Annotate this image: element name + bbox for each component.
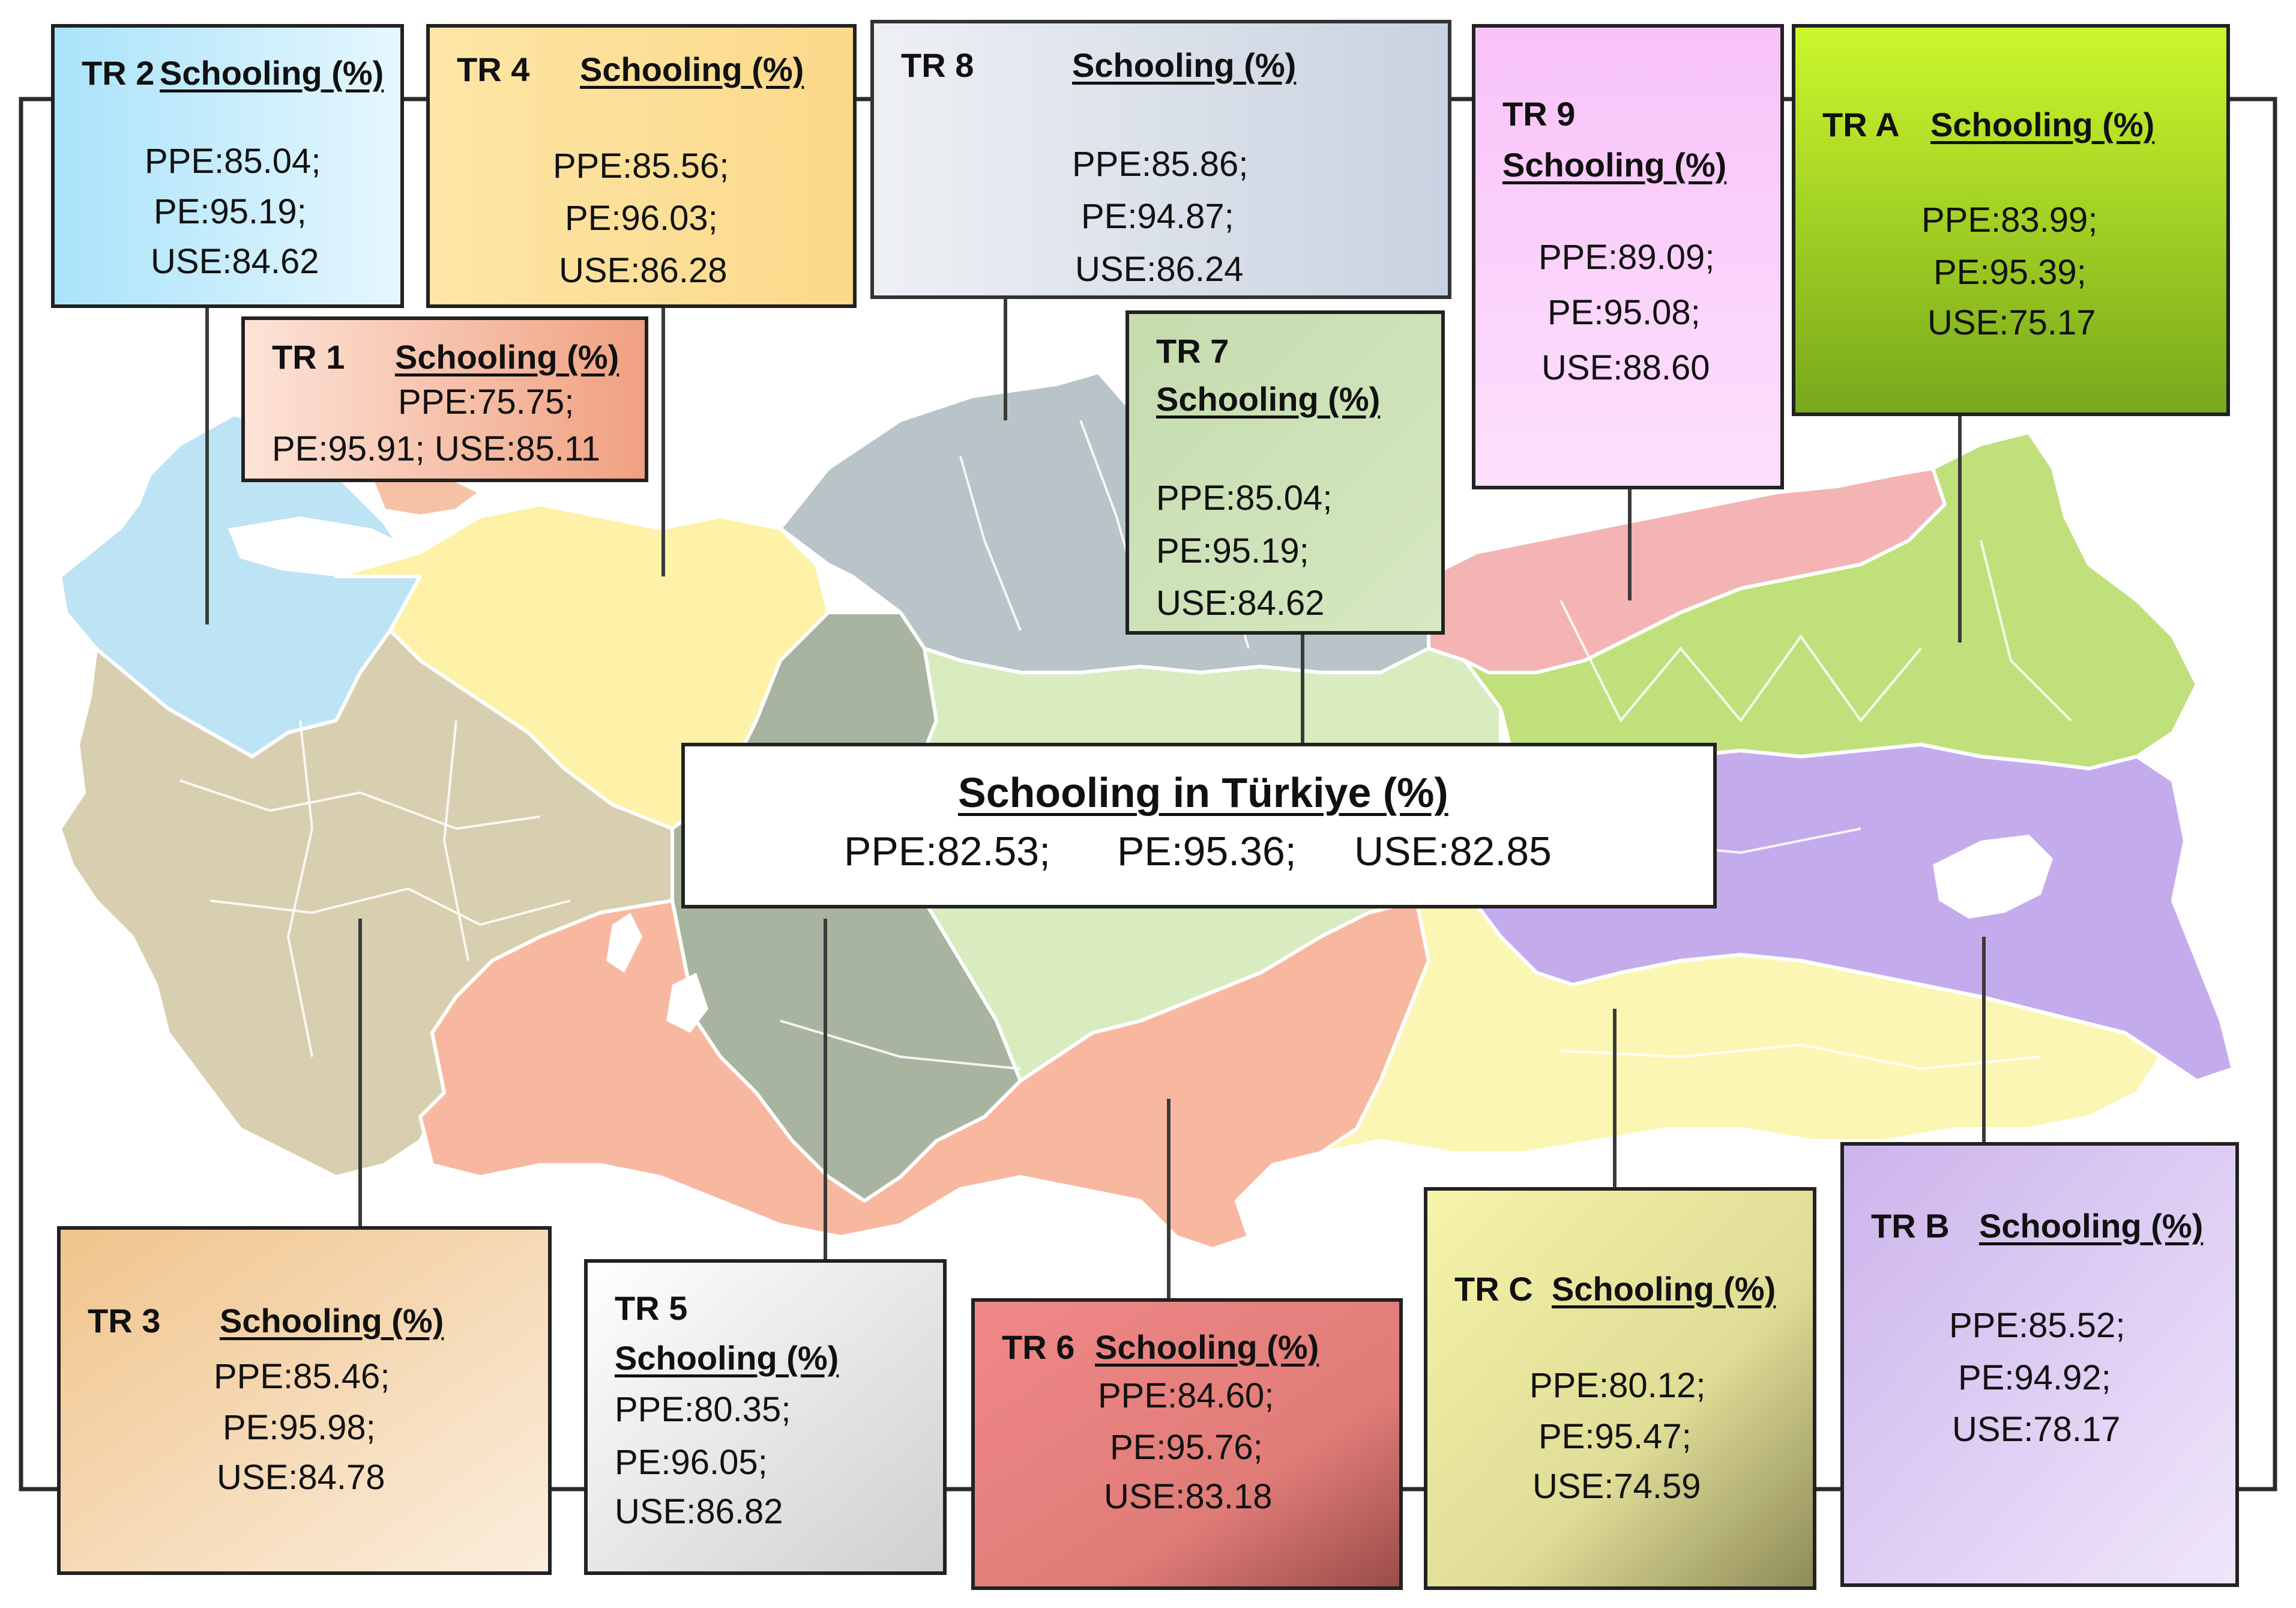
- ppe-value: PPE:89.09;: [1538, 238, 1715, 277]
- schooling-heading: Schooling (%): [580, 50, 804, 88]
- pe-value: PE:95.19;: [1156, 531, 1309, 570]
- ppe-value: PPE:85.86;: [1072, 145, 1249, 184]
- region-box-trc: TR C Schooling (%) PPE:80.12; PE:95.47; …: [1424, 1187, 1816, 1590]
- region-code: TR 7: [1156, 332, 1229, 370]
- schooling-heading: Schooling (%): [1930, 106, 2155, 144]
- ppe-value: PPE:83.99;: [1921, 201, 2098, 240]
- region-code: TR 4: [457, 50, 530, 88]
- region-box-tr3: TR 3 Schooling (%) PPE:85.46; PE:95.98; …: [57, 1226, 552, 1575]
- pe-value: PE:95.98;: [223, 1408, 376, 1447]
- schooling-heading: Schooling (%): [1156, 380, 1381, 418]
- pe-value: PE:96.03;: [565, 199, 718, 238]
- ppe-value: PPE:85.52;: [1949, 1306, 2126, 1345]
- region-code: TR 3: [88, 1302, 161, 1340]
- region-code: TR 6: [1002, 1328, 1075, 1366]
- box-backgrounds: [53, 21, 2237, 1588]
- marmara-sea: [228, 516, 420, 576]
- region-box-tr6: TR 6 Schooling (%) PPE:84.60; PE:95.76; …: [971, 1298, 1403, 1590]
- ppe-value: PPE:85.46;: [214, 1357, 390, 1396]
- schooling-heading: Schooling (%): [615, 1339, 839, 1377]
- region-code: TR C: [1454, 1270, 1533, 1308]
- use-value: USE:86.82: [615, 1492, 783, 1531]
- schooling-heading: Schooling (%): [1552, 1270, 1776, 1308]
- use-value: USE:75.17: [1927, 303, 2096, 342]
- pe-use-values: PE:95.91; USE:85.11: [272, 429, 601, 468]
- region-code: TR 1: [272, 338, 345, 376]
- lake-van: [1933, 835, 2053, 919]
- region-box-tr4: TR 4 Schooling (%) PPE:85.56; PE:96.03; …: [426, 24, 857, 308]
- lake-egirdir: [606, 913, 642, 973]
- region-box-trb: TR B Schooling (%) PPE:85.52; PE:94.92; …: [1840, 1142, 2239, 1587]
- region-code: TR 5: [615, 1289, 688, 1327]
- use-value: USE:74.59: [1532, 1467, 1701, 1506]
- schooling-heading: Schooling (%): [1502, 146, 1727, 184]
- national-summary-box: Schooling in Türkiye (%) PPE:82.53; PE:9…: [681, 743, 1717, 908]
- schooling-heading: Schooling (%): [1072, 46, 1297, 84]
- ppe-value: PPE:80.35;: [615, 1390, 791, 1429]
- schooling-heading: Schooling (%): [395, 338, 619, 376]
- region-box-tr9: TR 9 Schooling (%) PPE:89.09; PE:95.08; …: [1472, 24, 1784, 489]
- use-value: USE:86.24: [1075, 250, 1244, 289]
- region-box-tr5: TR 5 Schooling (%) PPE:80.35; PE:96.05; …: [584, 1259, 947, 1575]
- region-box-tra: TR A Schooling (%) PPE:83.99; PE:95.39; …: [1792, 24, 2230, 416]
- schooling-heading: Schooling (%): [1095, 1328, 1319, 1366]
- ppe-value: PPE:85.56;: [553, 147, 729, 186]
- ppe-value: PPE:80.12;: [1529, 1366, 1706, 1405]
- use-value: USE:84.62: [151, 242, 319, 281]
- region-box-tr2: TR 2 Schooling (%) PPE:85.04; PE:95.19; …: [51, 24, 404, 308]
- lake-beysehir: [666, 973, 708, 1033]
- pe-value: PE:96.05;: [615, 1443, 768, 1482]
- schooling-heading: Schooling (%): [160, 54, 384, 92]
- region-box-tr8: TR 8 Schooling (%) PPE:85.86; PE:94.87; …: [870, 20, 1451, 299]
- national-pe: PE:95.36;: [1117, 829, 1297, 874]
- national-title: Schooling in Türkiye (%): [958, 769, 1448, 816]
- national-ppe: PPE:82.53;: [844, 829, 1051, 874]
- use-value: USE:86.28: [559, 251, 728, 290]
- region-box-tr1: TR 1 Schooling (%) PPE:75.75; PE:95.91; …: [241, 316, 648, 482]
- ppe-value: PPE:75.75;: [398, 382, 574, 422]
- region-code: TR 2: [82, 54, 155, 92]
- use-value: USE:78.17: [1952, 1410, 2121, 1449]
- pe-value: PE:94.87;: [1081, 197, 1234, 236]
- region-trc: [1319, 851, 2163, 1155]
- ppe-value: PPE:85.04;: [145, 142, 321, 181]
- ppe-value: PPE:85.04;: [1156, 479, 1333, 518]
- schooling-heading: Schooling (%): [1979, 1207, 2204, 1245]
- province-borders: [179, 420, 2072, 1071]
- pe-value: PE:95.39;: [1933, 253, 2087, 292]
- pe-value: PE:95.76;: [1110, 1428, 1263, 1467]
- connector-lines: [205, 297, 1986, 1300]
- region-box-tr7: TR 7 Schooling (%) PPE:85.04; PE:95.19; …: [1125, 310, 1445, 635]
- pe-value: PE:95.19;: [154, 192, 307, 231]
- use-value: USE:88.60: [1541, 348, 1710, 387]
- pe-value: PE:95.47;: [1538, 1417, 1692, 1456]
- use-value: USE:84.78: [217, 1458, 385, 1497]
- use-value: USE:84.62: [1156, 584, 1325, 623]
- use-value: USE:83.18: [1104, 1477, 1273, 1516]
- region-code: TR 9: [1502, 95, 1576, 133]
- pe-value: PE:94.92;: [1958, 1358, 2111, 1397]
- region-code: TR 8: [901, 46, 974, 84]
- pe-value: PE:95.08;: [1547, 293, 1701, 332]
- region-code: TR A: [1822, 106, 1900, 144]
- national-use: USE:82.85: [1354, 829, 1552, 874]
- ppe-value: PPE:84.60;: [1098, 1376, 1274, 1415]
- region-code: TR B: [1871, 1207, 1950, 1245]
- schooling-heading: Schooling (%): [220, 1302, 444, 1340]
